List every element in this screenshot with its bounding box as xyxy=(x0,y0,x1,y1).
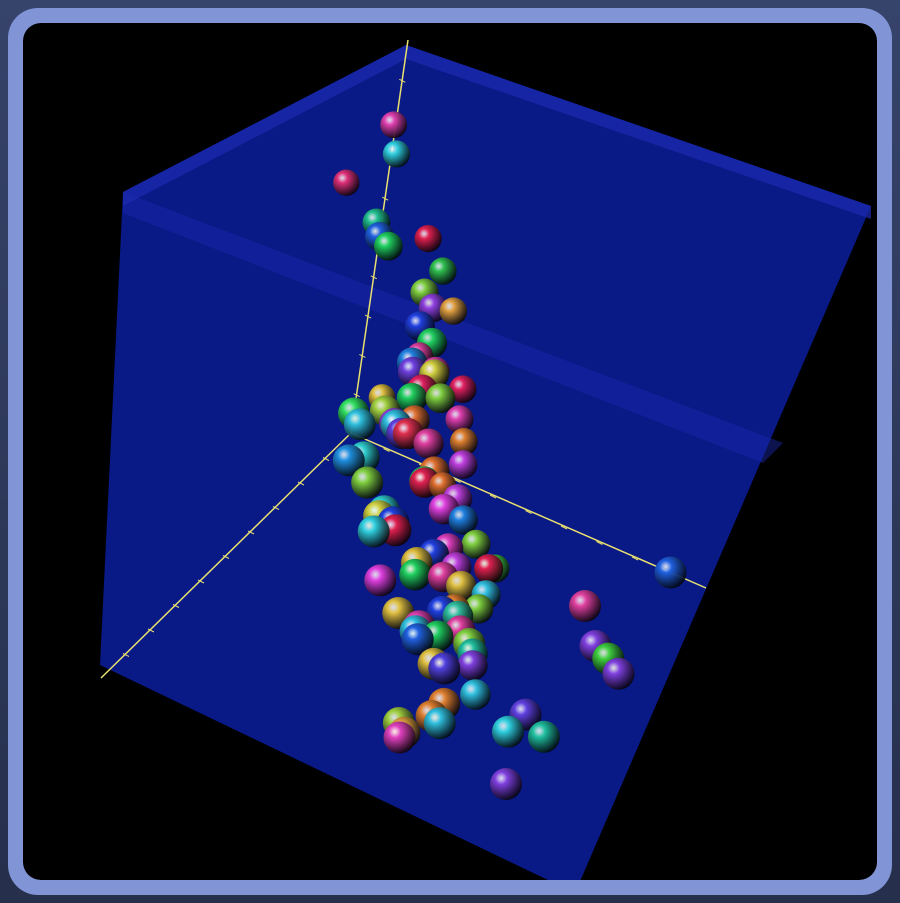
z-axis-tick xyxy=(359,353,366,358)
data-point xyxy=(461,529,491,559)
data-point xyxy=(445,405,474,434)
data-point xyxy=(399,558,431,591)
x-axis-tick xyxy=(297,481,305,486)
z-axis-tick xyxy=(399,78,406,83)
x-axis-tick xyxy=(147,628,155,633)
y-axis-tick xyxy=(560,525,568,530)
data-point xyxy=(448,505,478,535)
x-axis-tick xyxy=(247,530,255,535)
data-point xyxy=(357,515,390,548)
y-axis-tick xyxy=(596,541,603,545)
data-point xyxy=(396,382,427,414)
data-point xyxy=(439,297,468,325)
data-point xyxy=(332,444,365,477)
data-point xyxy=(413,428,444,459)
data-point xyxy=(351,466,384,499)
y-axis-tick xyxy=(631,556,639,561)
box-back-band xyxy=(123,192,783,463)
x-axis-tick xyxy=(172,604,180,608)
y-axis-tick xyxy=(454,479,461,483)
z-axis-tick xyxy=(353,393,360,398)
data-point xyxy=(373,231,403,261)
x-axis-tick xyxy=(222,555,230,559)
data-point xyxy=(460,679,491,710)
data-point xyxy=(423,707,456,740)
data-point xyxy=(448,375,477,404)
data-point xyxy=(380,111,408,139)
z-axis-tick xyxy=(381,196,389,201)
box-volume xyxy=(100,45,871,880)
data-point xyxy=(474,554,504,584)
y-axis-tick xyxy=(383,448,390,452)
data-point xyxy=(654,556,687,589)
bounding-box xyxy=(100,45,871,880)
data-point xyxy=(490,768,522,800)
z-axis-tick xyxy=(364,314,372,319)
3d-viewport[interactable] xyxy=(23,23,877,880)
z-axis-tick xyxy=(370,275,378,280)
data-point xyxy=(429,257,457,285)
data-point xyxy=(449,427,478,456)
x-axis-tick xyxy=(122,653,130,657)
data-point xyxy=(492,715,524,748)
data-point xyxy=(414,225,442,253)
x-axis-tick xyxy=(197,579,205,584)
x-axis-line xyxy=(100,432,352,679)
data-point xyxy=(569,590,601,622)
data-point xyxy=(333,169,360,196)
data-point xyxy=(428,652,461,685)
data-point xyxy=(602,657,635,690)
data-points xyxy=(332,111,687,800)
data-point xyxy=(446,570,477,602)
y-axis-line xyxy=(350,432,707,589)
data-point xyxy=(383,721,416,754)
x-axis-tick xyxy=(322,457,330,461)
viewport-frame xyxy=(8,8,892,895)
data-point xyxy=(527,720,560,753)
data-point xyxy=(343,408,376,441)
data-point xyxy=(364,564,397,597)
scatter-3d-chart[interactable] xyxy=(23,23,877,880)
data-point xyxy=(382,140,411,168)
box-top-edge xyxy=(123,45,871,219)
y-axis-tick xyxy=(489,494,497,499)
data-point xyxy=(448,450,478,479)
data-point xyxy=(401,623,434,656)
y-axis-tick xyxy=(525,510,532,514)
data-point xyxy=(425,383,456,414)
data-point xyxy=(457,650,488,681)
x-axis-tick xyxy=(272,506,280,510)
